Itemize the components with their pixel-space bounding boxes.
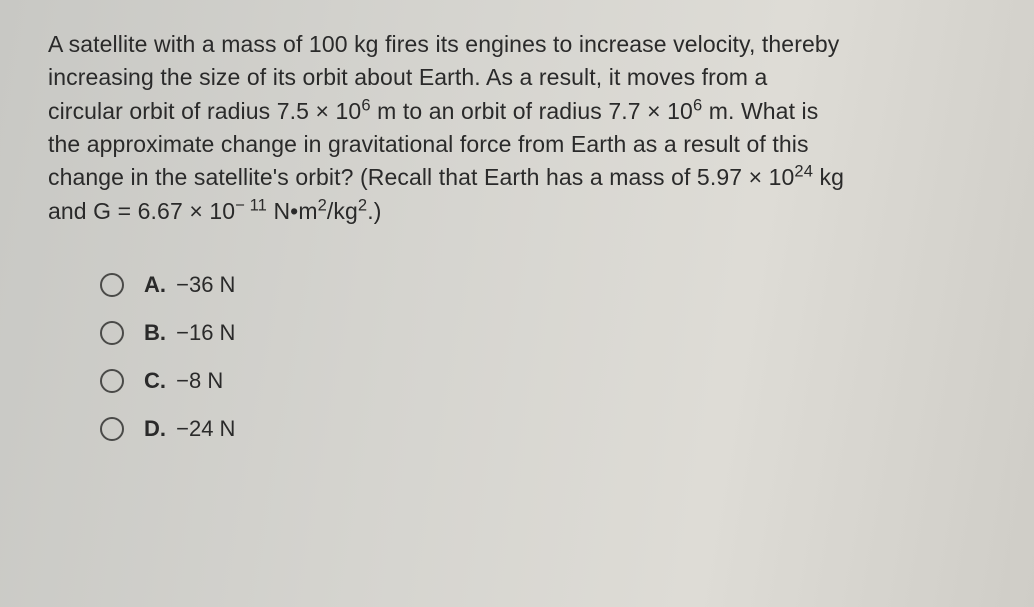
radio-icon: [100, 321, 124, 345]
option-letter: B.: [144, 320, 166, 345]
q-line6-sup3: 2: [358, 195, 367, 214]
q-line3b: m to an orbit of radius 7.7 × 10: [371, 98, 693, 124]
option-b[interactable]: B. −16 N: [100, 320, 986, 346]
option-letter: A.: [144, 272, 166, 297]
q-line5b: kg: [813, 164, 844, 190]
option-letter: D.: [144, 416, 166, 441]
q-line6d: .): [367, 198, 381, 224]
radio-icon: [100, 273, 124, 297]
option-value: −24 N: [176, 416, 235, 441]
option-c[interactable]: C. −8 N: [100, 368, 986, 394]
q-line5-sup: 24: [794, 162, 813, 181]
q-line6b: N•m: [267, 198, 318, 224]
option-d[interactable]: D. −24 N: [100, 416, 986, 442]
q-line3c: m. What is: [702, 98, 818, 124]
q-line6a: and G = 6.67 × 10: [48, 198, 235, 224]
option-value: −8 N: [176, 368, 223, 393]
option-value: −36 N: [176, 272, 235, 297]
option-letter: C.: [144, 368, 166, 393]
question-text: A satellite with a mass of 100 kg fires …: [48, 28, 986, 228]
q-line3-sup: 6: [361, 95, 370, 114]
options-list: A. −36 N B. −16 N C. −8 N D. −24 N: [48, 272, 986, 442]
q-line3-sup2: 6: [693, 95, 702, 114]
q-line6-sup2: 2: [318, 195, 327, 214]
q-line2: increasing the size of its orbit about E…: [48, 64, 767, 90]
option-a[interactable]: A. −36 N: [100, 272, 986, 298]
option-text: C. −8 N: [144, 368, 223, 394]
q-line3a: circular orbit of radius 7.5 × 10: [48, 98, 361, 124]
option-text: B. −16 N: [144, 320, 235, 346]
q-line1: A satellite with a mass of 100 kg fires …: [48, 31, 839, 57]
q-line4: the approximate change in gravitational …: [48, 131, 809, 157]
q-line6-sup: − 11: [235, 195, 267, 214]
option-text: D. −24 N: [144, 416, 235, 442]
option-text: A. −36 N: [144, 272, 235, 298]
radio-icon: [100, 417, 124, 441]
radio-icon: [100, 369, 124, 393]
q-line5a: change in the satellite's orbit? (Recall…: [48, 164, 794, 190]
q-line6c: /kg: [327, 198, 358, 224]
option-value: −16 N: [176, 320, 235, 345]
